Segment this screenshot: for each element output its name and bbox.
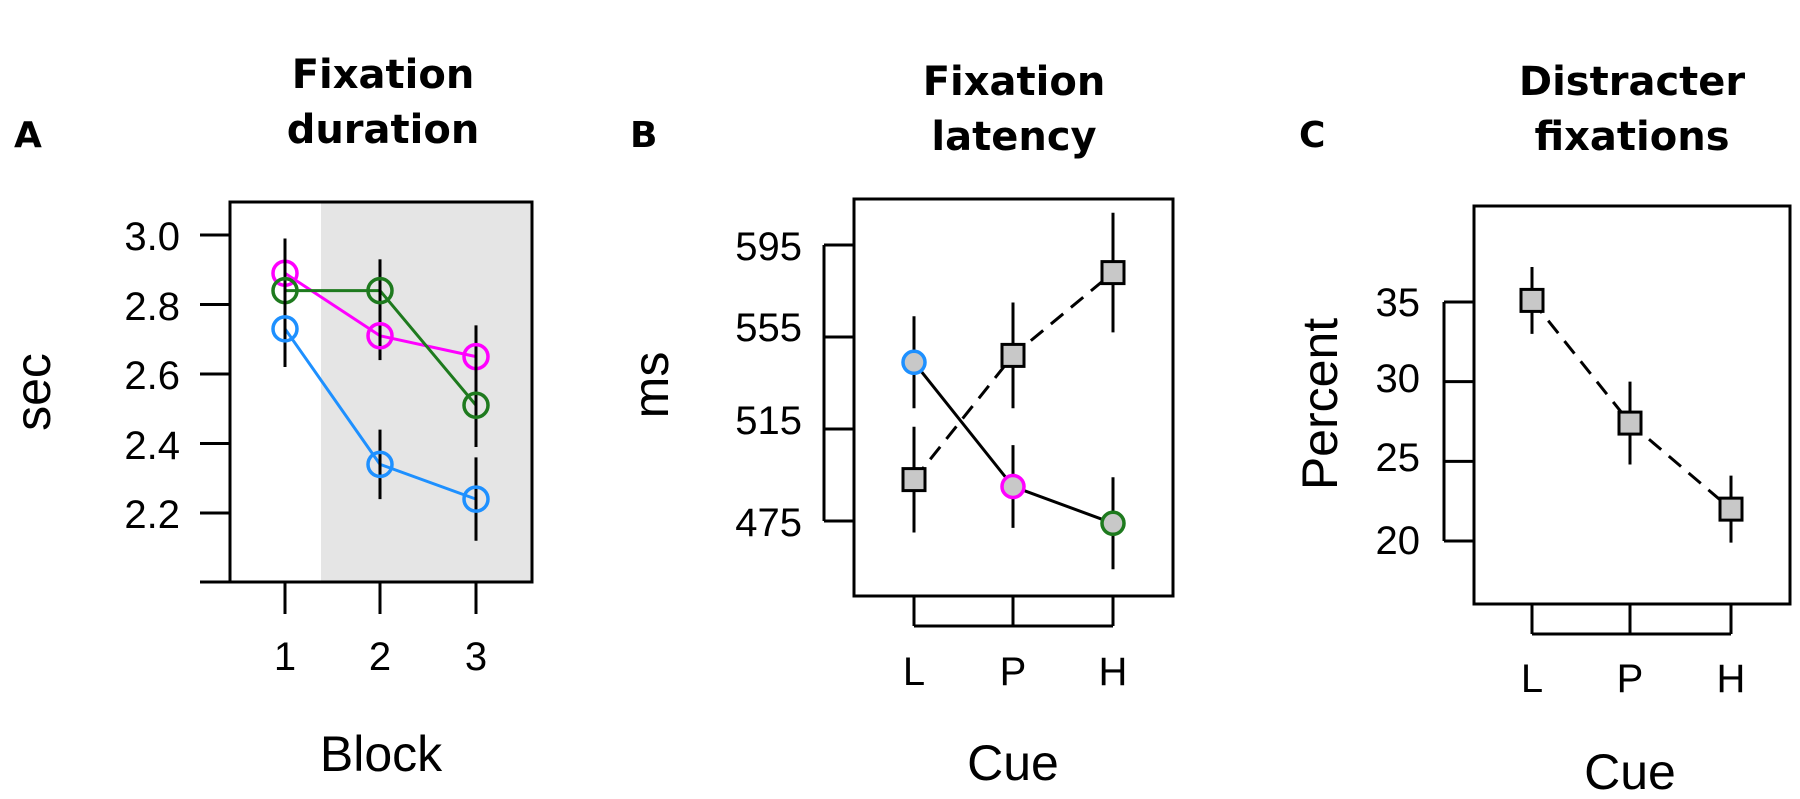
y-tick-label: 30 [1376, 357, 1421, 401]
y-tick-label: 515 [735, 399, 802, 443]
y-tick-label: 2.2 [124, 493, 180, 537]
x-tick-label: H [1717, 657, 1746, 701]
data-point [1100, 260, 1126, 286]
data-point [1000, 473, 1026, 500]
data-point [462, 485, 490, 513]
panel-letter-c: C [1299, 115, 1325, 156]
y-tick-label: 2.4 [124, 424, 180, 468]
y-tick-label: 555 [735, 306, 802, 350]
panel-b-title-line-1: Fixation [923, 59, 1106, 105]
panel-c-y-axis-label: Percent [1292, 318, 1348, 490]
panel-b-y-axis-label: ms [623, 352, 679, 419]
y-tick-label: 2.6 [124, 354, 180, 398]
x-tick-label: H [1099, 650, 1128, 694]
data-point [1617, 410, 1643, 436]
data-point [1718, 496, 1744, 522]
data-point [366, 276, 394, 305]
panel-c-title-line-2: fixations [1534, 114, 1729, 160]
panel-a-plot [200, 233, 490, 614]
x-tick-label: L [903, 650, 925, 694]
panel-c-title-line-1: Distracter [1519, 59, 1746, 105]
data-point [271, 315, 299, 343]
data-point [901, 349, 927, 376]
panel-a-shaded-region [321, 202, 532, 582]
x-tick-label: P [1617, 657, 1644, 701]
panel-a-axes: 3.0 2.8 2.6 2.4 2.2 1 2 3 Block sec [5, 215, 487, 782]
x-tick-label: P [1000, 650, 1027, 694]
panel-a-frame [228, 200, 534, 584]
panel-a-title-line-2: duration [287, 107, 480, 153]
data-point [366, 450, 394, 479]
panel-letter-b: B [630, 115, 657, 156]
series-2 [901, 212, 1126, 533]
y-tick-label: 595 [735, 225, 802, 269]
y-tick-label: 475 [735, 501, 802, 545]
panel-c: C Distracter fixations 35 30 25 20 L P H… [1292, 59, 1792, 799]
panel-a: A Fixation duration 3.0 2.8 2.6 2.4 2.2 … [5, 52, 534, 782]
panel-c-x-axis-label: Cue [1584, 744, 1676, 799]
y-tick-label: 35 [1376, 281, 1421, 325]
panel-c-axes: 35 30 25 20 L P H Cue Percent [1292, 281, 1745, 799]
series-3 [271, 290, 490, 541]
panel-a-y-axis-label: sec [5, 353, 61, 431]
panel-b-x-axis-label: Cue [967, 735, 1059, 791]
y-tick-label: 25 [1376, 436, 1421, 480]
x-tick-label: 1 [274, 635, 296, 679]
panel-letter-a: A [14, 115, 42, 156]
panel-c-frame [1472, 204, 1792, 606]
series-1 [901, 316, 1126, 570]
x-tick-label: 3 [465, 635, 487, 679]
y-tick-label: 2.8 [124, 285, 180, 329]
panel-b-title-line-2: latency [931, 114, 1096, 160]
panel-c-plot [1442, 266, 1744, 636]
data-point [462, 391, 490, 420]
panel-b-plot [822, 212, 1126, 628]
y-tick-label: 20 [1376, 519, 1421, 563]
panel-b-axes: 595 555 515 475 L P H Cue ms [623, 225, 1127, 791]
x-tick-label: L [1521, 657, 1543, 701]
y-tick-label: 3.0 [124, 215, 180, 259]
data-point [1100, 510, 1126, 537]
x-tick-label: 2 [369, 635, 391, 679]
data-point [366, 322, 394, 350]
data-point [1000, 342, 1026, 368]
panel-b-frame [852, 197, 1175, 598]
data-point [901, 467, 927, 493]
panel-a-title-line-1: Fixation [292, 52, 475, 98]
data-point [1519, 287, 1545, 313]
panel-a-x-axis-label: Block [320, 726, 443, 782]
series-1 [1519, 266, 1744, 543]
panel-b: B Fixation latency 595 555 515 475 L P H… [623, 59, 1175, 791]
